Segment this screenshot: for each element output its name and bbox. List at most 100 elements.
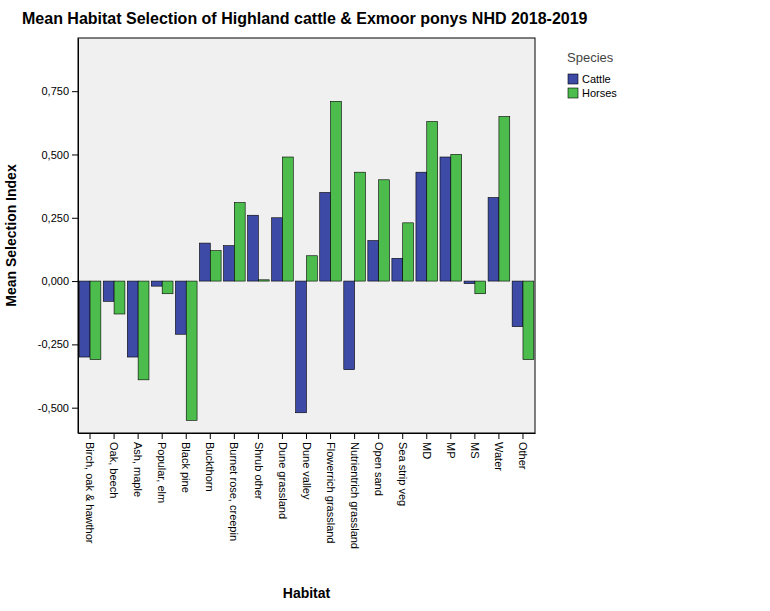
bar — [320, 192, 331, 281]
y-tick: -0,250 — [38, 338, 78, 350]
title: Mean Habitat Selection of Highland cattl… — [22, 10, 588, 27]
x-tick: Black pine — [180, 433, 192, 493]
chart: Mean Habitat Selection of Highland cattl… — [0, 0, 770, 611]
bar — [331, 101, 342, 281]
y-tick: 0,250 — [41, 212, 78, 224]
x-axis-title: Habitat — [283, 585, 331, 601]
x-tick-label: Nutrientrich grassland — [349, 442, 361, 549]
y-tick-label: 0,500 — [41, 148, 69, 160]
x-tick-label: Buckthorn — [204, 442, 216, 492]
x-tick-label: Ash, maple — [132, 442, 144, 497]
legend-swatch — [568, 88, 578, 98]
x-tick: Water — [493, 433, 505, 471]
bar — [162, 281, 173, 294]
bar — [403, 223, 414, 281]
y-tick-label: 0,250 — [41, 212, 69, 224]
bar — [307, 256, 318, 281]
x-tick-mark — [402, 433, 403, 439]
legend: Species Cattle Horses — [567, 50, 617, 99]
x-tick: Ash, maple — [132, 433, 144, 497]
x-tick-mark — [162, 433, 163, 439]
bar — [234, 203, 245, 281]
bar — [103, 281, 114, 301]
y-axis-title: Mean Selection Index — [3, 164, 19, 307]
x-tick-mark — [354, 433, 355, 439]
x-tick-mark — [522, 433, 523, 439]
y-tick: -0,500 — [38, 402, 78, 414]
bar — [523, 281, 534, 359]
legend-label: Horses — [582, 87, 617, 99]
x-tick: MS — [469, 433, 481, 459]
bar — [186, 281, 197, 420]
x-tick-label: Shrub other — [253, 442, 265, 500]
x-tick: Other — [517, 433, 529, 470]
x-tick-label: Black pine — [180, 442, 192, 493]
bar — [258, 280, 269, 281]
y-tick-label: -0,500 — [38, 402, 69, 414]
x-tick-label: Oak, beech — [108, 442, 120, 498]
y-tick-mark — [72, 154, 78, 155]
y-tick-mark — [72, 281, 78, 282]
x-tick-label: Sea strip veg — [397, 442, 409, 506]
bar — [416, 172, 427, 281]
y-axis: -0,500 -0,250 0,000 0,250 0,500 0,750 — [38, 39, 79, 434]
y-tick-label: -0,250 — [38, 338, 69, 350]
x-axis: Birch, oak & hawthor Oak, beech Ash, maple… — [79, 433, 536, 549]
bars — [79, 101, 534, 420]
x-tick-label: Birch, oak & hawthor — [84, 442, 96, 544]
bar — [151, 281, 162, 286]
legend-swatch — [568, 74, 578, 84]
x-tick: Burnet rose, creepin — [228, 433, 240, 541]
x-tick-mark — [306, 433, 307, 439]
x-tick: Shrub other — [253, 433, 265, 500]
x-tick: Birch, oak & hawthor — [84, 433, 96, 544]
x-tick-mark — [498, 433, 499, 439]
bar — [368, 241, 379, 282]
bar — [114, 281, 125, 314]
bar — [296, 281, 307, 413]
bar — [440, 157, 451, 281]
x-tick-label: Flowerrich grassland — [325, 442, 337, 543]
x-tick-mark — [330, 433, 331, 439]
x-tick-mark — [258, 433, 259, 439]
x-tick-label: Open sand — [373, 442, 385, 496]
x-tick: Nutrientrich grassland — [349, 433, 361, 549]
x-tick-label: Other — [517, 442, 529, 470]
x-tick-label: Burnet rose, creepin — [228, 442, 240, 541]
y-tick-label: 0,000 — [41, 275, 69, 287]
bar — [248, 215, 259, 281]
x-tick-mark — [186, 433, 187, 439]
x-tick: MD — [421, 433, 433, 459]
bar — [464, 281, 475, 284]
x-tick: Popular, elm — [156, 433, 168, 503]
bar — [379, 180, 390, 281]
bar — [344, 281, 355, 370]
x-tick: Dune grassland — [277, 433, 289, 519]
x-tick: Sea strip veg — [397, 433, 409, 506]
bar — [488, 198, 499, 282]
legend-label: Cattle — [582, 73, 611, 85]
bar — [355, 172, 366, 281]
bar — [451, 154, 462, 281]
x-tick: Buckthorn — [204, 433, 216, 492]
x-tick-label: MS — [469, 442, 481, 459]
bar — [499, 116, 510, 281]
y-tick-mark — [72, 344, 78, 345]
y-tick: 0,750 — [41, 85, 78, 97]
bar — [282, 157, 293, 281]
x-tick-label: MD — [421, 442, 433, 459]
bar — [210, 251, 221, 281]
x-tick-label: Dune grassland — [277, 442, 289, 519]
y-tick-mark — [72, 408, 78, 409]
x-tick-mark — [450, 433, 451, 439]
x-tick: MP — [445, 433, 457, 459]
x-tick: Dune valley — [301, 433, 313, 500]
x-tick-mark — [210, 433, 211, 439]
y-tick: 0,000 — [41, 275, 78, 287]
x-tick: Flowerrich grassland — [325, 433, 337, 543]
bar — [138, 281, 149, 380]
legend-title: Species — [567, 50, 614, 65]
y-axis-line — [78, 39, 79, 434]
bar — [272, 218, 283, 281]
x-tick-label: MP — [445, 442, 457, 459]
